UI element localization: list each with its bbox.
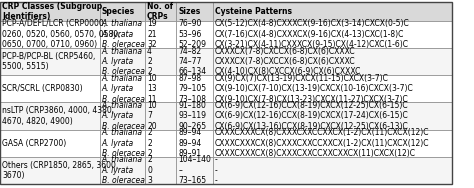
Text: GASA (CRP2700): GASA (CRP2700) (2, 139, 66, 148)
Text: Cysteine Patterns: Cysteine Patterns (215, 7, 292, 16)
Text: A. thaliana
A. lyrata
B. oleracea: A. thaliana A. lyrata B. oleracea (102, 47, 145, 76)
Text: A. thaliana
A. lyrata
B. oleracea: A. thaliana A. lyrata B. oleracea (102, 101, 145, 131)
Text: nsLTP (CRP3860, 4000, 4380,
4670, 4820, 4900): nsLTP (CRP3860, 4000, 4380, 4670, 4820, … (2, 106, 114, 126)
Text: CX(6-9)CX(12-16)CCX(8-19)CXCX(12-25)CX(6-15)C
CX(6-9)CX(12-16)CCX(8-19)CXCX(17-2: CX(6-9)CX(12-16)CCX(8-19)CXCX(12-25)CX(6… (215, 101, 409, 131)
Text: CRP Classes (Subgroup
Identifiers): CRP Classes (Subgroup Identifiers) (2, 2, 102, 21)
Text: A. thaliana
A. lyrata
B. oleracea: A. thaliana A. lyrata B. oleracea (102, 19, 145, 49)
Text: A. thaliana
A. lyrata
B. oleracea: A. thaliana A. lyrata B. oleracea (102, 74, 145, 104)
Text: PCP-B/PCP-BL (CRP5460,
5500, 5515): PCP-B/PCP-BL (CRP5460, 5500, 5515) (2, 52, 96, 71)
Bar (213, 75, 452, 102)
Bar (145, 157, 176, 184)
Text: 2
0
3: 2 0 3 (147, 155, 152, 185)
Text: 2
2
2: 2 2 2 (147, 128, 152, 158)
Text: Sizes: Sizes (179, 7, 201, 16)
Text: SCR/SCRL (CRP0830): SCR/SCRL (CRP0830) (2, 84, 83, 93)
Text: 19
21
32: 19 21 32 (147, 19, 156, 49)
Bar (0, 157, 100, 184)
Text: 4
2
2: 4 2 2 (147, 47, 152, 76)
Text: Species: Species (102, 7, 135, 16)
Bar (100, 21, 145, 48)
Bar (145, 75, 176, 102)
Bar (176, 21, 213, 48)
Bar (213, 48, 452, 75)
Bar (145, 48, 176, 75)
Text: -
-
-: - - - (215, 155, 218, 185)
Text: 91–180
93–119
90–265: 91–180 93–119 90–265 (179, 101, 207, 131)
Bar (213, 130, 452, 157)
Bar (145, 2, 176, 21)
Bar (213, 21, 452, 48)
Bar (176, 2, 213, 21)
Bar (0, 102, 100, 130)
Bar (213, 102, 452, 130)
Bar (176, 157, 213, 184)
Text: No. of
CRPs: No. of CRPs (147, 2, 173, 21)
Text: 10
7
20: 10 7 20 (147, 101, 156, 131)
Text: PCP-A/DEFL/LCR (CRP0000,
0260, 0520, 0560, 0570, 0580,
0650, 0700, 0710, 0960): PCP-A/DEFL/LCR (CRP0000, 0260, 0520, 056… (2, 19, 121, 49)
Bar (213, 2, 452, 21)
Bar (145, 130, 176, 157)
Bar (213, 157, 452, 184)
Text: CX(5-12)CX(4-8)CXXXCX(9-16)CX(3-14)CXCX(0-5)C
CX(7-16)CX(4-8)CXXXCX(9-16)CX(4-13: CX(5-12)CX(4-8)CXXXCX(9-16)CX(3-14)CXCX(… (215, 19, 410, 49)
Bar (0, 75, 100, 102)
Bar (0, 130, 100, 157)
Text: A. thaliana
A. lyrata
B. oleracea: A. thaliana A. lyrata B. oleracea (102, 128, 145, 158)
Bar (100, 48, 145, 75)
Bar (0, 21, 100, 48)
Bar (145, 102, 176, 130)
Text: CXXXCXXXCX(8)CXXXCXXCCXXCX(1-2)CX(11)CXCX(12)C
CXXXCXXXCX(8)CXXXCXXCCXXCX(1-2)CX: CXXXCXXXCX(8)CXXXCXXCCXXCX(1-2)CX(11)CXC… (215, 128, 429, 158)
Text: CX(9)CX(7)CX(13-19)CXCX(11-15)CXCX(3-7)C
CX(9-10)CX(7-10)CX(13-19)CXCX(10-16)CXC: CX(9)CX(7)CX(13-19)CXCX(11-15)CXCX(3-7)C… (215, 74, 414, 104)
Bar (0, 2, 100, 21)
Text: 87–98
79–105
73–108: 87–98 79–105 73–108 (179, 74, 207, 104)
Bar (100, 130, 145, 157)
Bar (176, 48, 213, 75)
Text: CXXXCX(7-8)CXCCX(6-8)CX(6)CXXXC
CXXXCX(7-8)CXCCX(6-8)CX(6)CXXXC
CX(4-10)CX(8)CXC: CXXXCX(7-8)CXCCX(6-8)CX(6)CXXXC CXXXCX(7… (215, 47, 361, 76)
Bar (176, 130, 213, 157)
Text: 76–90
53–96
52–209: 76–90 53–96 52–209 (179, 19, 207, 49)
Bar (100, 102, 145, 130)
Bar (176, 102, 213, 130)
Text: 104–140
–
73–165: 104–140 – 73–165 (179, 155, 211, 185)
Text: 89–94
89–94
89–91: 89–94 89–94 89–91 (179, 128, 202, 158)
Text: 10
13
11: 10 13 11 (147, 74, 156, 104)
Bar (100, 157, 145, 184)
Bar (100, 2, 145, 21)
Text: A. thaliana
A. lyrata
B. oleracea: A. thaliana A. lyrata B. oleracea (102, 155, 145, 185)
Bar (100, 75, 145, 102)
Bar (176, 75, 213, 102)
Text: Others (CRP1850, 2865, 3600,
3670): Others (CRP1850, 2865, 3600, 3670) (2, 161, 118, 180)
Text: 74–82
74–77
66–134: 74–82 74–77 66–134 (179, 47, 207, 76)
Bar (145, 21, 176, 48)
Bar (0, 48, 100, 75)
